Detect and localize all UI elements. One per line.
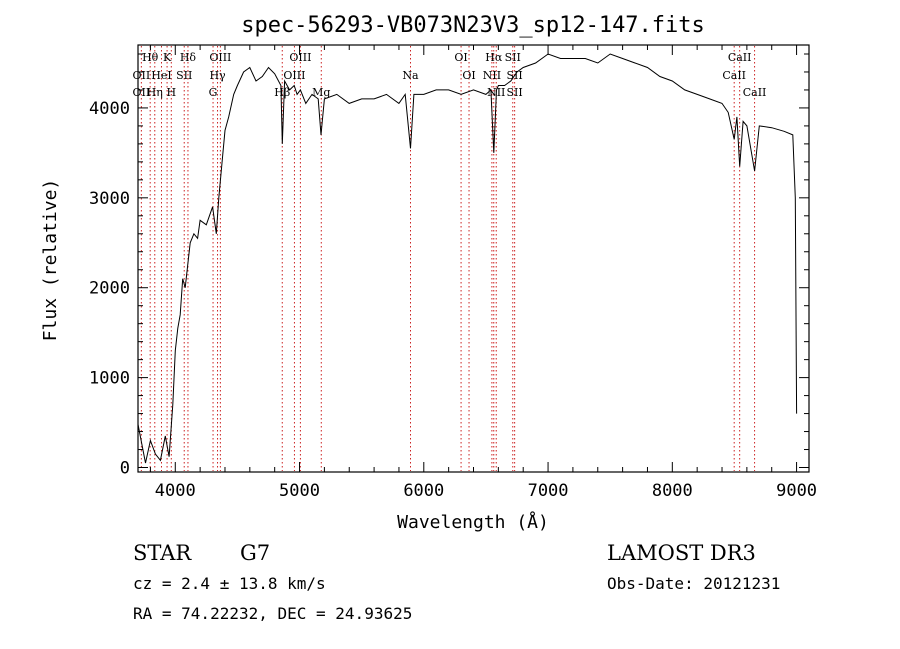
y-tick-label: 2000	[89, 279, 130, 299]
x-tick-label: 4000	[155, 481, 196, 501]
spectral-line-label: Hα	[485, 51, 503, 64]
spectral-line-label: K	[163, 51, 172, 64]
y-tick-label: 1000	[89, 369, 130, 389]
spectral-line-label: OII	[132, 86, 150, 99]
chart-title: spec-56293-VB073N23V3_sp12-147.fits	[241, 13, 705, 38]
y-tick-label: 4000	[89, 99, 130, 119]
spectral-subclass: G7	[240, 541, 270, 565]
spectral-line-label: OIII	[289, 51, 311, 64]
spectral-line-label: SII	[176, 69, 192, 82]
spectral-line-label: Hη	[147, 86, 163, 99]
spectral-line-label: SII	[505, 51, 521, 64]
spectral-line-label: Hγ	[209, 69, 226, 82]
observation-date: Obs-Date: 20121231	[607, 574, 780, 593]
y-axis: 0 1000 2000 3000 4000	[89, 53, 809, 479]
spectral-line-label: NII	[483, 69, 501, 82]
y-tick-label: 0	[120, 459, 130, 479]
object-type: STAR	[133, 541, 192, 565]
spectral-line-label: Hδ	[180, 51, 197, 64]
spectral-line-label: HeI	[151, 69, 171, 82]
x-axis-label: Wavelength (Å)	[397, 511, 549, 533]
spectral-line-label: SII	[507, 86, 523, 99]
x-tick-label: 7000	[528, 481, 569, 501]
spectral-line-label: Hβ	[274, 86, 290, 99]
spectral-line-label: OI	[462, 69, 475, 82]
spectral-line-label: CaII	[728, 51, 752, 64]
spectral-line-label: H	[167, 86, 177, 99]
y-axis-label: Flux (relative)	[40, 179, 61, 342]
spectral-line-label: Na	[402, 69, 419, 82]
spectral-line-label: OII	[132, 69, 150, 82]
spectral-line-label: OIII	[209, 51, 231, 64]
spectral-line-label: Hθ	[142, 51, 159, 64]
x-tick-label: 8000	[652, 481, 693, 501]
spectral-line-label: Mg	[312, 86, 330, 99]
x-tick-label: 9000	[776, 481, 817, 501]
redshift-info: cz = 2.4 ± 13.8 km/s	[133, 574, 326, 593]
spectral-line-label: OIII	[283, 69, 305, 82]
spectral-line-label: OI	[454, 51, 467, 64]
spectral-line-label: G	[209, 86, 218, 99]
spectral-line-label: CaII	[722, 69, 746, 82]
x-tick-label: 6000	[403, 481, 444, 501]
x-tick-label: 5000	[279, 481, 320, 501]
line-markers	[140, 46, 756, 471]
x-axis: 4000 5000 6000 7000 8000 9000	[149, 45, 817, 501]
coordinates: RA = 74.22232, DEC = 24.93625	[133, 604, 412, 623]
y-tick-label: 3000	[89, 189, 130, 209]
survey-name: LAMOST DR3	[607, 541, 756, 565]
spectral-line-label: CaII	[743, 86, 767, 99]
spectrum-line	[137, 53, 798, 464]
plot-frame	[137, 44, 810, 473]
